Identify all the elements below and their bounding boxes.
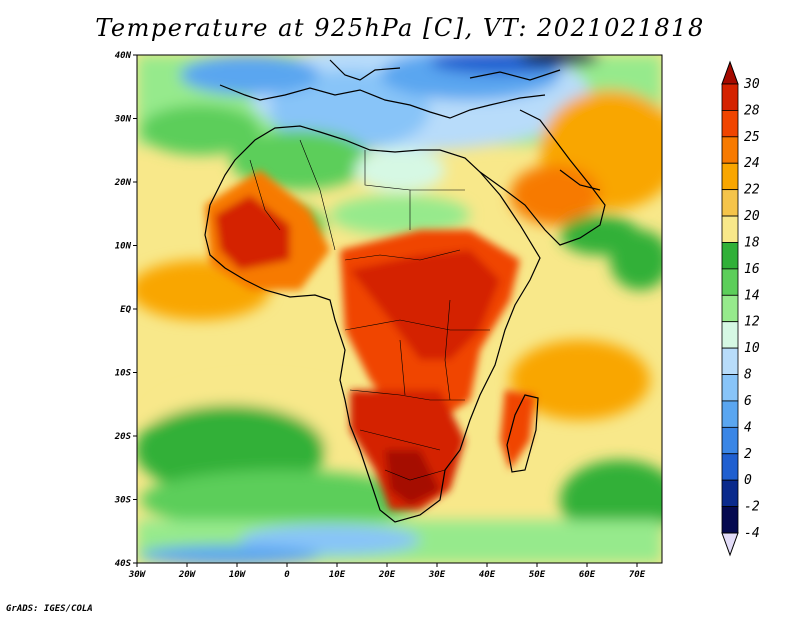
colorbar-swatch — [721, 321, 739, 349]
colorbar-min-arrow — [721, 532, 739, 557]
lat-label: 10S — [115, 369, 132, 379]
lon-label: 20E — [378, 570, 396, 580]
lat-label: 40S — [115, 559, 132, 569]
colorbar-label: -2 — [744, 500, 760, 515]
colorbar-max-arrow — [721, 60, 739, 85]
colorbar-swatch — [721, 215, 739, 243]
lat-label: 10N — [115, 242, 132, 252]
colorbar-label: 10 — [744, 341, 760, 356]
colorbar-label: 16 — [744, 262, 760, 277]
colorbar-swatch — [721, 479, 739, 507]
colorbar-swatch — [721, 294, 739, 323]
colorbar-label: 18 — [744, 235, 760, 250]
colorbar-label: 14 — [744, 288, 760, 303]
colorbar-swatch — [721, 162, 739, 191]
lat-label: 30N — [114, 115, 132, 125]
colorbar-swatch — [721, 347, 739, 375]
lat-label: 20S — [114, 432, 132, 442]
colorbar-swatch — [721, 374, 739, 402]
colorbar-label: 24 — [744, 156, 760, 171]
lon-label: 0 — [284, 570, 290, 580]
colorbar-swatch — [721, 83, 739, 111]
colorbar-swatch — [721, 110, 739, 138]
lat-label: 30S — [114, 496, 132, 506]
lon-label: 20W — [178, 570, 197, 580]
lon-label: 10E — [329, 570, 346, 580]
lon-label: 30W — [128, 570, 147, 580]
colorbar-label: 4 — [744, 420, 752, 435]
colorbar-swatch — [721, 268, 739, 296]
colorbar-swatch — [721, 136, 739, 164]
colorbar-label: 28 — [744, 103, 760, 118]
colorbar-label: 30 — [743, 77, 760, 92]
lon-label: 70E — [629, 570, 646, 580]
colorbar-swatch — [721, 453, 739, 481]
colorbar-label: 22 — [744, 183, 760, 198]
colorbar-label: 25 — [744, 130, 760, 145]
lon-label: 50E — [529, 570, 546, 580]
country-borders — [249, 139, 490, 481]
lat-label: 20N — [114, 178, 132, 188]
colorbar-label: 12 — [744, 315, 760, 330]
coastlines — [204, 59, 606, 523]
colorbar-swatch — [721, 242, 739, 270]
footer-credit: GrADS: IGES/COLA — [6, 604, 93, 614]
map-title: Temperature at 925hPa [C], VT: 202102181… — [95, 14, 705, 42]
colorbar-label: 8 — [744, 368, 752, 383]
colorbar-label: 20 — [744, 209, 760, 224]
colorbar-swatch — [721, 506, 739, 534]
lon-label: 10W — [229, 570, 247, 580]
colorbar-swatch — [721, 189, 739, 217]
temperature-field — [137, 55, 662, 563]
colorbar-label: 0 — [744, 473, 752, 488]
colorbar-swatch — [721, 400, 739, 428]
colorbar-label: 6 — [744, 394, 752, 409]
lon-label: 30E — [428, 570, 446, 580]
colorbar-label: 2 — [744, 447, 752, 462]
lat-label: 40N — [115, 51, 132, 61]
lon-label: 40E — [479, 570, 496, 580]
lon-label: 60E — [579, 570, 596, 580]
lat-label: EQ — [120, 305, 131, 315]
colorbar-swatch — [721, 426, 739, 455]
colorbar-label: -4 — [744, 526, 760, 541]
